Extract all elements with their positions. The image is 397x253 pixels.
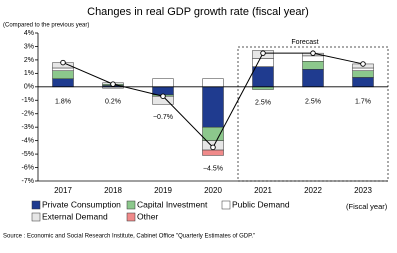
total-marker (310, 50, 316, 56)
bar-segment (252, 58, 274, 67)
legend-swatch (126, 212, 136, 222)
data-label: −0.7% (153, 114, 173, 121)
y-tick-label: -1% (22, 97, 34, 104)
y-tick-label: 3% (24, 43, 34, 50)
bar-segment (202, 78, 224, 88)
y-tick-label: 1% (24, 70, 34, 77)
legend-label: Capital Investment (137, 199, 208, 209)
y-tick-label: 0% (24, 84, 34, 91)
bar-segment (52, 70, 74, 79)
x-axis-label: (Fiscal year) (346, 202, 388, 211)
x-tick-label: 2017 (54, 186, 72, 195)
bar-segment (352, 77, 374, 88)
total-marker (60, 59, 66, 66)
legend-swatch (31, 200, 41, 210)
source: Source : Economic and Social Research In… (3, 234, 255, 240)
y-tick-label: 2% (24, 57, 34, 64)
data-label: 1.8% (55, 99, 71, 106)
legend-label: Other (137, 211, 158, 221)
total-marker (110, 81, 116, 87)
bar-segment (352, 70, 374, 78)
y-tick-label: -4% (22, 137, 34, 144)
total-marker (360, 61, 366, 67)
bar-segment (302, 69, 324, 88)
bar-segment (252, 86, 274, 90)
data-label: 2.5% (255, 99, 271, 106)
y-tick-label: -6% (22, 164, 34, 171)
bar-segment (302, 61, 324, 70)
data-label: 1.7% (355, 99, 371, 106)
bar-segment (202, 149, 224, 156)
bar-segment (152, 78, 174, 88)
forecast-box (237, 46, 389, 182)
total-marker (160, 93, 166, 99)
y-tick-label: -2% (22, 111, 34, 118)
legend-swatch (31, 212, 41, 222)
chart-title: Changes in real GDP growth rate (fiscal … (87, 6, 309, 18)
bar-segment (252, 66, 274, 88)
legend-label: Private Consumption (42, 199, 121, 209)
x-tick-label: 2021 (254, 186, 272, 195)
annotation: Forecast (291, 39, 318, 46)
legend-swatch (126, 200, 136, 210)
bar-segment (352, 67, 374, 71)
data-label: 2.5% (305, 99, 321, 106)
x-tick-label: 2019 (154, 186, 172, 195)
legend-label: Public Demand (232, 199, 290, 209)
total-marker (260, 50, 266, 56)
total-marker (210, 144, 216, 151)
y-tick-label: -7% (22, 178, 34, 185)
y-tick-label: 4% (24, 30, 34, 37)
y-axis-note: (Compared to the previous year) (3, 23, 89, 29)
x-tick-label: 2022 (304, 186, 322, 195)
legend-label: External Demand (42, 211, 108, 221)
y-tick-label: -3% (22, 124, 34, 131)
y-tick-label: -5% (22, 151, 34, 158)
legend-swatch (221, 200, 231, 210)
x-tick-label: 2018 (104, 186, 122, 195)
x-tick-label: 2020 (204, 186, 222, 195)
data-label: −4.5% (203, 165, 223, 172)
bar-segment (52, 78, 74, 88)
bar-segment (52, 67, 74, 71)
bar-segment (302, 55, 324, 62)
bar-segment (202, 86, 224, 128)
x-tick-label: 2023 (354, 186, 372, 195)
data-label: 0.2% (105, 99, 121, 106)
